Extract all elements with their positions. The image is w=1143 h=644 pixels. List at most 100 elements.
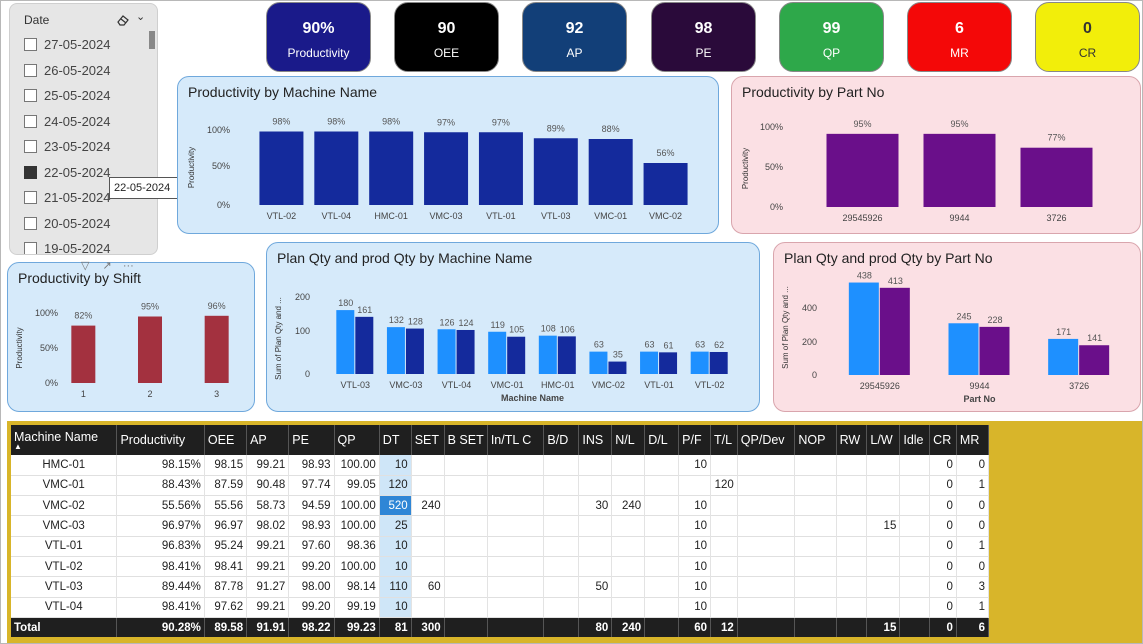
bar (314, 131, 359, 205)
column-header[interactable]: CR (929, 425, 957, 455)
slicer-item-label: 22-05-2024 (44, 164, 111, 180)
table-cell: 10 (678, 495, 712, 516)
x-tick-label: VMC-01 (594, 211, 627, 221)
column-header[interactable]: N/L (611, 425, 646, 455)
kpi-card-cr[interactable]: 0 CR (1035, 2, 1140, 72)
slicer-item[interactable]: 20-05-2024 (24, 211, 144, 237)
column-header[interactable]: DT (379, 425, 412, 455)
table-row[interactable]: VMC-03 96.97% 96.97 98.02 98.93 100.00 25 10 15 0… (11, 515, 990, 537)
column-header[interactable]: B/D (543, 425, 580, 455)
column-header[interactable]: L/W (866, 425, 901, 455)
table-cell: 87.59 (204, 475, 248, 496)
table-cell (487, 455, 545, 476)
table-cell: 0 (929, 576, 957, 598)
table-cell: VMC-01 (11, 475, 118, 496)
kpi-card-mr[interactable]: 6 MR (907, 2, 1012, 72)
column-header[interactable]: QP/Dev (737, 425, 796, 455)
data-label: 97% (492, 117, 510, 127)
table-row[interactable]: VMC-01 88.43% 87.59 90.48 97.74 99.05 120 120 0 1 (11, 475, 990, 496)
table-cell: 99.20 (288, 597, 335, 618)
column-header[interactable]: SET (411, 425, 445, 455)
kpi-value: 90 (437, 20, 456, 37)
kpi-card-oee[interactable]: 90 OEE (394, 2, 499, 72)
slicer-item[interactable]: 24-05-2024 (24, 109, 144, 135)
column-header[interactable]: AP (246, 425, 290, 455)
table-cell: 10 (678, 556, 712, 577)
kpi-card-qp[interactable]: 99 QP (779, 2, 884, 72)
focus-mode-icon[interactable]: ↗ (102, 260, 112, 272)
more-options-icon[interactable]: ··· (122, 260, 134, 272)
slicer-item[interactable]: 26-05-2024 (24, 58, 144, 84)
chart-plan-prod-by-part[interactable]: Plan Qty and prod Qty by Part No Sum of … (773, 242, 1141, 412)
table-cell (794, 475, 837, 496)
sort-ascending-icon[interactable]: ▲ (14, 442, 22, 451)
slicer-item[interactable]: 23-05-2024 (24, 134, 144, 160)
slicer-item[interactable]: 21-05-2024 (24, 185, 144, 211)
table-cell: 10 (678, 536, 712, 557)
checkbox[interactable] (24, 191, 37, 205)
filter-icon[interactable]: ▽ (81, 260, 90, 272)
chart-productivity-by-machine[interactable]: Productivity by Machine Name Productivit… (177, 76, 719, 234)
chart-productivity-by-shift[interactable]: Productivity by Shift Productivity 100% 50… (7, 262, 255, 412)
column-header-label: B/D (547, 433, 569, 447)
column-header[interactable]: PE (288, 425, 335, 455)
kpi-card-productivity[interactable]: 90% Productivity (266, 2, 371, 72)
bar (405, 328, 424, 374)
eraser-icon[interactable] (116, 14, 130, 26)
table-row[interactable]: VTL-02 98.41% 98.41 99.21 99.20 100.00 10 10 0 0 (11, 556, 990, 577)
slicer-scrollbar[interactable] (149, 31, 155, 49)
table-cell: 98.93 (288, 515, 335, 537)
slicer-item[interactable]: 22-05-2024 (24, 160, 144, 186)
column-header[interactable]: NOP (794, 425, 837, 455)
column-header[interactable]: Idle (899, 425, 931, 455)
column-header[interactable]: QP (334, 425, 380, 455)
checkbox[interactable] (24, 89, 37, 103)
table-row[interactable]: HMC-01 98.15% 98.15 99.21 98.93 100.00 10 10 0 0 (11, 455, 990, 476)
table-cell (836, 455, 868, 476)
column-header[interactable]: Machine Name ▲ (11, 425, 118, 455)
visual-header-icons[interactable]: ▽ ↗ ··· (81, 259, 134, 272)
column-header[interactable]: B SET (444, 425, 488, 455)
data-label: 245 (956, 311, 971, 321)
column-header[interactable]: D/L (644, 425, 680, 455)
date-slicer[interactable]: Date ⌄ 27-05-2024 26-05-2024 25-05-2024 24-… (9, 3, 158, 255)
checkbox[interactable] (24, 63, 37, 77)
slicer-item[interactable]: 25-05-2024 (24, 83, 144, 109)
column-header[interactable]: T/L (710, 425, 738, 455)
slicer-title: Date (24, 13, 50, 27)
checkbox[interactable] (24, 165, 37, 179)
checkbox[interactable] (24, 140, 37, 154)
table-cell: 96.83% (116, 536, 205, 557)
table-row[interactable]: VTL-04 98.41% 97.62 99.21 99.20 99.19 10 10 0 1 (11, 597, 990, 618)
chart-plan-prod-by-machine[interactable]: Plan Qty and prod Qty by Machine Name Su… (266, 242, 760, 412)
data-label: 161 (357, 305, 372, 315)
slicer-item[interactable]: 27-05-2024 (24, 32, 144, 58)
checkbox[interactable] (24, 114, 37, 128)
machine-table[interactable]: Machine Name ▲ Productivity OEE AP PE QP DT SET B… (11, 425, 990, 638)
kpi-card-ap[interactable]: 92 AP (522, 2, 627, 72)
column-header[interactable]: INS (578, 425, 613, 455)
table-row[interactable]: VTL-01 96.83% 95.24 99.21 97.60 98.36 10 10 0 1 (11, 536, 990, 557)
kpi-label: PE (695, 46, 712, 60)
checkbox[interactable] (24, 38, 37, 52)
checkbox[interactable] (24, 216, 37, 230)
chart-productivity-by-part[interactable]: Productivity by Part No Productivity 100%… (731, 76, 1141, 234)
column-header-label: MR (959, 433, 980, 447)
checkbox[interactable] (24, 242, 37, 254)
column-header[interactable]: OEE (204, 425, 248, 455)
bar (709, 351, 728, 374)
data-label: 119 (491, 320, 505, 330)
column-header[interactable]: P/F (678, 425, 712, 455)
y-tick-label: 100% (760, 122, 783, 132)
table-row[interactable]: VTL-03 89.44% 87.78 91.27 98.00 98.14 110 60 50 1… (11, 576, 990, 598)
kpi-card-pe[interactable]: 98 PE (651, 2, 756, 72)
table-cell (710, 597, 738, 618)
column-header[interactable]: Productivity (116, 425, 205, 455)
column-header[interactable]: In/TL C (487, 425, 545, 455)
column-header[interactable]: RW (836, 425, 868, 455)
slicer-item[interactable]: 19-05-2024 (24, 236, 144, 254)
column-header[interactable]: MR (956, 425, 990, 455)
chevron-down-icon[interactable]: ⌄ (136, 11, 146, 23)
table-row[interactable]: VMC-02 55.56% 55.56 58.73 94.59 100.00 520 240 3… (11, 495, 990, 516)
total-cell: 89.58 (204, 617, 248, 638)
